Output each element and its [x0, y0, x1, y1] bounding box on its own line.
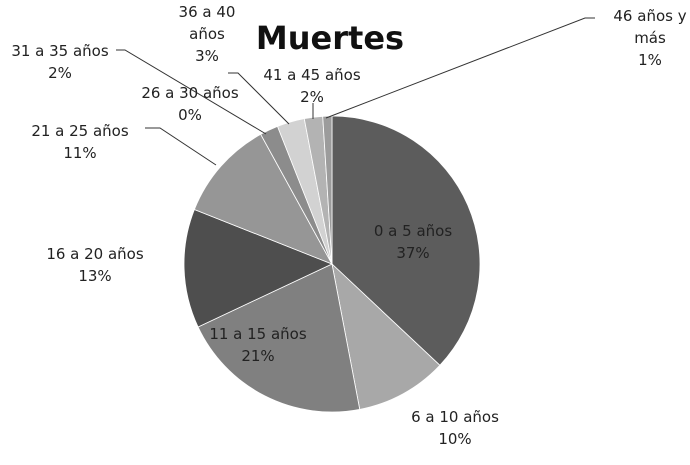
pie-slice — [331, 262, 441, 410]
category-label: 6 a 10 años — [411, 408, 499, 426]
slice-label: 41 a 45 años 2% — [252, 64, 372, 108]
category-label: 0 a 5 años — [373, 222, 453, 240]
pie-slice — [193, 133, 333, 265]
slice-label: 0 a 5 años 37% — [363, 220, 463, 264]
value-label: 0% — [178, 106, 202, 124]
value-label: 37% — [396, 244, 430, 262]
pie-slice — [197, 263, 361, 413]
value-label: 13% — [78, 267, 112, 285]
slice-label: 16 a 20 años 13% — [40, 243, 150, 287]
pie-slice — [331, 115, 481, 366]
category-label: 11 a 15 años — [209, 325, 307, 343]
category-label: 31 a 35 años — [11, 42, 109, 60]
value-label: 11% — [63, 144, 97, 162]
value-label: 3% — [195, 47, 219, 65]
leader-line — [325, 17, 595, 119]
leader-line — [145, 127, 217, 166]
leader-line — [116, 49, 267, 135]
slice-label: 36 a 40 años 3% — [172, 1, 242, 67]
slice-label: 31 a 35 años 2% — [5, 40, 115, 84]
category-label: 26 a 30 años — [141, 84, 239, 102]
value-label: 1% — [638, 51, 662, 69]
slice-label: 21 a 25 años 11% — [15, 120, 145, 164]
category-label: 21 a 25 años — [31, 122, 129, 140]
category-label: 41 a 45 años — [263, 66, 361, 84]
slice-label: 46 años y más 1% — [610, 5, 690, 71]
value-label: 10% — [438, 430, 472, 448]
category-label: 46 años y más — [613, 7, 687, 47]
slice-label: 11 a 15 años 21% — [203, 323, 313, 367]
value-label: 2% — [300, 88, 324, 106]
category-label: 16 a 20 años — [46, 245, 144, 263]
slice-label: 26 a 30 años 0% — [140, 82, 240, 126]
chart-title: Muertes — [255, 19, 405, 57]
leader-line — [228, 72, 290, 125]
value-label: 2% — [48, 64, 72, 82]
value-label: 21% — [241, 347, 275, 365]
slice-label: 6 a 10 años 10% — [400, 406, 510, 450]
category-label: 36 a 40 años — [178, 3, 236, 43]
pie-slice — [183, 208, 334, 328]
